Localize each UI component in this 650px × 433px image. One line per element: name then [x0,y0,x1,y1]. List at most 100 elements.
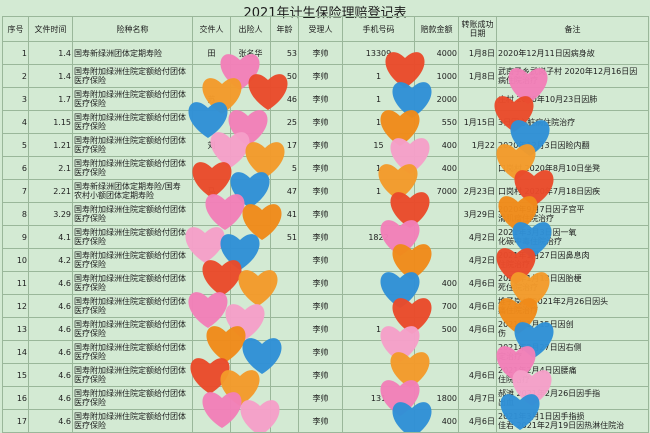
table-row: 1 1.4 国寿新绿洲团体定期寿险 田张名华 53 李帅 13309 4000 1月8日 2020… [2,41,649,65]
cell-date: 2.1 [28,156,73,180]
cell-amt [414,363,459,387]
cell-agent: 李帅 [298,340,343,364]
cell-agent: 李帅 [298,87,343,111]
cell-giver [192,409,231,433]
cell-amt: 2000 [414,87,459,111]
cell-amt: 7000 [414,179,459,203]
insurance-name-line2: 医疗保险 [74,283,106,292]
cell-n: 5 [2,133,29,157]
cell-age: 17 [270,133,299,157]
cell-age: 46 [270,87,299,111]
insurance-name: 国寿附加绿洲住院定额给付团体 [74,366,186,375]
cell-date: 1.4 [28,41,73,65]
note-line: 2020年12月11日因病身故 [498,48,595,58]
cell-amt [414,225,459,249]
note-line: 2021年3月3日因一氧 [498,228,577,237]
cell-date: 4.6 [28,409,73,433]
cell-age: 5 [270,156,299,180]
cell-amt: 4000 [414,41,459,65]
cell-agent: 李帅 [298,386,343,410]
cell-phone: 1 [342,317,415,341]
cell-amt [414,248,459,272]
note-line: 堆子岗村 2021年2月26日因头 [498,297,609,306]
cell-amt: 550 [414,110,459,134]
cell-insurance: 国寿附加绿洲住院定额给付团体 医疗保险 [72,409,193,433]
note-line: 武南子乡武岗子村 2020年12月16日因 [498,67,638,76]
cell-phone: 1 [342,64,415,88]
cell-agent: 李帅 [298,64,343,88]
cell-paid: 4月6日 [458,271,497,295]
note-line: 2021年2月4日因腰痛 [498,366,577,375]
insurance-name: 国寿附加绿洲住院定额给付团体 [74,90,186,99]
table-row: 17 4.6 国寿附加绿洲住院定额给付团体 医疗保险 李帅 400 4月6日 2021年3月1… [2,409,649,433]
cell-age [270,340,299,364]
cell-n: 10 [2,248,29,272]
cell-insurance: 国寿附加绿洲住院定额给付团体 医疗保险 [72,294,193,318]
cell-giver: 刘 [192,133,231,157]
cell-agent: 李帅 [298,156,343,180]
cell-phone [342,202,415,226]
cell-date: 1.21 [28,133,73,157]
cell-age [270,386,299,410]
cell-paid [458,87,497,111]
table-row: 4 1.15 国寿附加绿洲住院定额给付团体 医疗保险 25 李帅 1 550 1月15日 3日因心… [2,110,649,134]
cell-note: 2021年1月27日因鼻息肉 住院治疗 [496,248,649,272]
insurance-name: 国寿附加绿洲住院定额给付团体 [74,251,186,260]
cell-phone [342,294,415,318]
cell-amt: 400 [414,133,459,157]
cell-agent: 李帅 [298,225,343,249]
cell-insurance: 国寿附加绿洲住院定额给付团体 医疗保险 [72,225,193,249]
cell-out [230,133,271,157]
cell-giver [192,294,231,318]
insurance-name-line2: 医疗保险 [74,99,106,108]
table-row: 14 4.6 国寿附加绿洲住院定额给付团体 医疗保险 李帅 2021年2月27日因右侧 定治… [2,340,649,364]
cell-amt: 400 [414,156,459,180]
cell-paid: 1月8日 [458,64,497,88]
cell-out [230,156,271,180]
insurance-name: 国寿附加绿洲住院定额给付团体 [74,297,186,306]
cell-age [270,248,299,272]
cell-out [230,202,271,226]
insurance-name-line2: 医疗保险 [74,306,106,315]
cell-paid [458,156,497,180]
cell-n: 9 [2,225,29,249]
cell-paid [458,340,497,364]
cell-giver: 马 [192,179,231,203]
insurance-name: 国寿附加绿洲住院定额给付团体 [74,412,186,421]
cell-paid: 4月6日 [458,317,497,341]
cell-note: 2021年1月13日因胎梗 死住院治疗 [496,271,649,295]
cell-amt: 700 [414,294,459,318]
cell-giver [192,225,231,249]
cell-date: 4.6 [28,271,73,295]
cell-insurance: 国寿附加绿洲住院定额给付团体 医疗保险 [72,64,193,88]
cell-n: 16 [2,386,29,410]
insurance-name-line2: 医疗保险 [74,352,106,361]
cell-insurance: 国寿附加绿洲住院定额给付团体 医疗保险 [72,133,193,157]
column-header: 序号 [2,16,29,42]
cell-paid: 1月15日 [458,110,497,134]
cell-note: 2021年3月3日因一氧 化碳中毒住院治疗 [496,225,649,249]
cell-note: 口岗村 2020年8月10日坐凳 [496,156,649,180]
cell-age: 50 [270,64,299,88]
cell-phone: 1 [342,179,415,203]
cell-phone [342,363,415,387]
note-line: 死住院治疗 [498,283,538,292]
note-line: 2021年1月13日因胎梗 [498,274,582,283]
cell-phone [342,409,415,433]
cell-paid: 4月2日 [458,225,497,249]
note-line: 定治疗 [498,352,522,361]
cell-paid: 3月29日 [458,202,497,226]
table-row: 6 2.1 国寿附加绿洲住院定额给付团体 医疗保险 5 李帅 1 400 口岗村 2020年8月… [2,156,649,180]
cell-out [230,294,271,318]
cell-phone: 1 [342,156,415,180]
insurance-name: 国寿附加绿洲住院定额给付团体 [74,389,186,398]
table-row: 3 1.7 国寿附加绿洲住院定额给付团体 医疗保险苏 46 李帅 1 2000 庄村 2020年… [2,87,649,111]
cell-note: 2021年2月27日因右侧 定治疗 [496,340,649,364]
cell-amt: 1000 [414,64,459,88]
column-header: 年龄 [270,16,299,42]
note-line: 2020年12月3日因睑内翻 [498,140,590,150]
cell-age: 41 [270,202,299,226]
table-row: 15 4.6 国寿附加绿洲住院定额给付团体 医疗保险 李帅 4月6日 2021年2月4日因腰… [2,363,649,387]
table-row: 10 4.2 国寿附加绿洲住院定额给付团体 医疗保险 李帅 4月2日 2021年1月27日因… [2,248,649,272]
